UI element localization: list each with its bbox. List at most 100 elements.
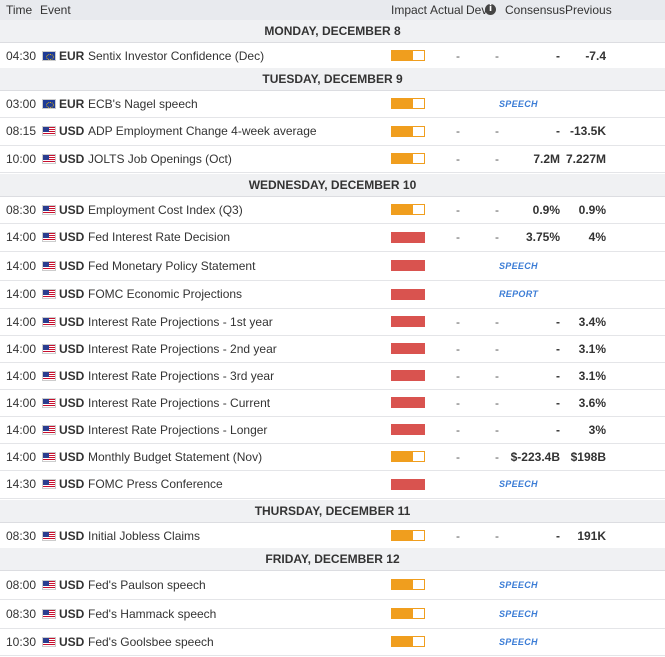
event-time: 08:30 (6, 607, 37, 621)
us-flag-icon (42, 126, 56, 136)
event-row[interactable]: 14:00 USD Interest Rate Projections - 1st … (0, 308, 665, 336)
event-currency: USD (59, 152, 85, 166)
event-name[interactable]: Interest Rate Projections - 3rd year (88, 369, 275, 383)
event-time: 10:00 (6, 152, 37, 166)
event-tag[interactable]: SPEECH (499, 479, 538, 489)
event-row[interactable]: 14:00 USD FOMC Economic Projections REPORT (0, 280, 665, 309)
dev-value: - (495, 203, 499, 217)
dev-value: - (495, 124, 499, 138)
us-flag-icon (42, 261, 56, 271)
header-dev[interactable]: Dev (466, 3, 488, 17)
event-row[interactable]: 03:00 EUR ECB's Nagel speech SPEECH (0, 90, 665, 118)
header-previous[interactable]: Previous (565, 3, 612, 17)
event-name[interactable]: Fed's Paulson speech (88, 578, 206, 592)
event-name[interactable]: Interest Rate Projections - 1st year (88, 315, 273, 329)
event-name[interactable]: JOLTS Job Openings (Oct) (88, 152, 232, 166)
event-tag[interactable]: SPEECH (499, 580, 538, 590)
us-flag-icon (42, 317, 56, 327)
header-impact[interactable]: Impact (391, 3, 428, 17)
us-flag-icon (42, 398, 56, 408)
event-currency: USD (59, 423, 85, 437)
event-row[interactable]: 14:00 USD Interest Rate Projections - Curr… (0, 389, 665, 417)
consensus-value: - (556, 369, 560, 383)
event-row[interactable]: 14:00 USD Monthly Budget Statement (Nov) - -… (0, 443, 665, 471)
previous-value: 3% (588, 423, 606, 437)
impact-bar (391, 204, 425, 215)
us-flag-icon (42, 154, 56, 164)
event-name[interactable]: Fed's Hammack speech (88, 607, 217, 621)
event-tag[interactable]: SPEECH (499, 261, 538, 271)
event-tag[interactable]: SPEECH (499, 99, 538, 109)
event-name[interactable]: ECB's Nagel speech (88, 97, 198, 111)
event-name[interactable]: Monthly Budget Statement (Nov) (88, 450, 263, 464)
dev-value: - (495, 423, 499, 437)
event-name[interactable]: Fed Interest Rate Decision (88, 230, 231, 244)
event-currency: USD (59, 203, 85, 217)
consensus-value: - (556, 124, 560, 138)
header-actual[interactable]: Actual (430, 3, 464, 17)
event-tag[interactable]: SPEECH (499, 637, 538, 647)
event-row[interactable]: 08:00 USD Fed's Paulson speech SPEECH (0, 570, 665, 600)
event-time: 08:30 (6, 203, 37, 217)
previous-value: 3.1% (578, 342, 606, 356)
event-time: 14:00 (6, 396, 37, 410)
event-name[interactable]: Fed Monetary Policy Statement (88, 259, 256, 273)
us-flag-icon (42, 452, 56, 462)
actual-value: - (456, 230, 460, 244)
consensus-value: 7.2M (533, 152, 560, 166)
event-row[interactable]: 14:00 USD Fed Monetary Policy Statement SPE… (0, 251, 665, 281)
impact-bar (391, 126, 425, 137)
event-row[interactable]: 14:00 USD Interest Rate Projections - Long… (0, 416, 665, 444)
impact-bar (391, 608, 425, 619)
event-name[interactable]: Interest Rate Projections - 2nd year (88, 342, 277, 356)
event-row[interactable]: 08:30 USD Fed's Hammack speech SPEECH (0, 599, 665, 629)
event-name[interactable]: Employment Cost Index (Q3) (88, 203, 243, 217)
us-flag-icon (42, 425, 56, 435)
event-time: 08:30 (6, 529, 37, 543)
info-icon[interactable]: i (485, 4, 496, 15)
impact-bar (391, 289, 425, 300)
us-flag-icon (42, 371, 56, 381)
previous-value: 0.9% (578, 203, 606, 217)
actual-value: - (456, 423, 460, 437)
previous-value: 3.6% (578, 396, 606, 410)
event-row[interactable]: 14:00 USD Interest Rate Projections - 3rd … (0, 362, 665, 390)
header-event[interactable]: Event (40, 3, 71, 17)
event-name[interactable]: FOMC Economic Projections (88, 287, 243, 301)
event-name[interactable]: Fed's Goolsbee speech (88, 635, 214, 649)
us-flag-icon (42, 609, 56, 619)
event-name[interactable]: ADP Employment Change 4-week average (88, 124, 317, 138)
us-flag-icon (42, 580, 56, 590)
event-row[interactable]: 04:30 EUR Sentix Investor Confidence (Dec)… (0, 42, 665, 70)
event-tag[interactable]: REPORT (499, 289, 539, 299)
us-flag-icon (42, 344, 56, 354)
consensus-value: - (556, 49, 560, 63)
event-name[interactable]: FOMC Press Conference (88, 477, 223, 491)
event-name[interactable]: Sentix Investor Confidence (Dec) (88, 49, 265, 63)
event-row[interactable]: 14:30 USD FOMC Press Conference SPEECH (0, 470, 665, 499)
consensus-value: - (556, 423, 560, 437)
impact-bar (391, 370, 425, 381)
event-name[interactable]: Interest Rate Projections - Longer (88, 423, 268, 437)
consensus-value: - (556, 315, 560, 329)
consensus-value: 0.9% (532, 203, 560, 217)
header-time[interactable]: Time (6, 3, 33, 17)
event-row[interactable]: 08:15 USD ADP Employment Change 4-week ave… (0, 117, 665, 146)
event-currency: USD (59, 342, 85, 356)
event-name[interactable]: Interest Rate Projections - Current (88, 396, 271, 410)
event-row[interactable]: 14:00 USD Interest Rate Projections - 2nd … (0, 335, 665, 363)
event-row[interactable]: 10:00 USD JOLTS Job Openings (Oct) - - 7.2M 7.… (0, 145, 665, 173)
event-row[interactable]: 14:00 USD Fed Interest Rate Decision - - 3.75… (0, 223, 665, 252)
header-consensus[interactable]: Consensus (505, 3, 566, 17)
actual-value: - (456, 396, 460, 410)
impact-bar (391, 98, 425, 109)
previous-value: 4% (588, 230, 606, 244)
event-row[interactable]: 08:30 USD Initial Jobless Claims - - - 191K (0, 522, 665, 550)
event-tag[interactable]: SPEECH (499, 609, 538, 619)
us-flag-icon (42, 637, 56, 647)
actual-value: - (456, 124, 460, 138)
event-name[interactable]: Initial Jobless Claims (88, 529, 201, 543)
event-currency: USD (59, 529, 85, 543)
event-row[interactable]: 08:30 USD Employment Cost Index (Q3) - - 0.9%… (0, 196, 665, 224)
event-row[interactable]: 10:30 USD Fed's Goolsbee speech SPEECH (0, 628, 665, 656)
